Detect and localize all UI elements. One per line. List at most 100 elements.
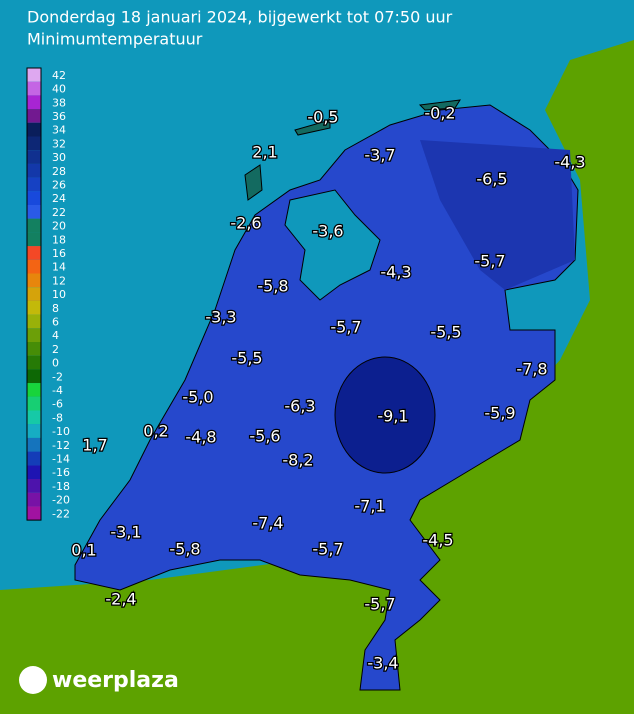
cold-region bbox=[420, 140, 575, 290]
legend-label: -12 bbox=[52, 439, 70, 452]
legend-swatch bbox=[27, 150, 41, 164]
legend-label: -2 bbox=[52, 370, 63, 383]
legend-swatch bbox=[27, 95, 41, 110]
legend-swatch bbox=[27, 287, 41, 301]
station-value: -6,5 bbox=[476, 170, 507, 189]
station-value: -4,8 bbox=[185, 428, 216, 447]
legend-label: 40 bbox=[52, 83, 66, 96]
legend-swatch bbox=[27, 396, 41, 411]
station-value: -7,1 bbox=[354, 497, 385, 516]
logo-icon bbox=[19, 666, 47, 694]
station-value: 0,2 bbox=[143, 422, 168, 441]
station-value: -3,3 bbox=[205, 308, 236, 327]
legend-label: 42 bbox=[52, 69, 66, 82]
neighbour-land bbox=[0, 40, 634, 714]
station-value: 2,1 bbox=[252, 143, 277, 162]
legend-label: 28 bbox=[52, 165, 66, 178]
legend-swatch bbox=[27, 122, 41, 137]
station-value: -5,9 bbox=[484, 404, 515, 423]
legend-swatch bbox=[27, 383, 41, 397]
legend-label: 34 bbox=[52, 124, 66, 137]
legend-swatch bbox=[27, 136, 41, 151]
legend-swatch bbox=[27, 163, 41, 178]
station-value: 0,1 bbox=[71, 541, 96, 560]
legend-swatch bbox=[27, 437, 41, 452]
coldest-region bbox=[334, 356, 436, 474]
logo: weerplaza bbox=[52, 668, 179, 693]
legend-label: -20 bbox=[52, 494, 70, 507]
subtitle: Minimumtemperatuur bbox=[27, 30, 203, 49]
legend-swatch bbox=[27, 369, 41, 384]
station-value: -3,4 bbox=[367, 654, 398, 673]
legend-label: 20 bbox=[52, 220, 66, 233]
legend-swatch bbox=[27, 314, 41, 329]
legend-swatch bbox=[27, 355, 41, 370]
station-value: -5,5 bbox=[231, 349, 262, 368]
legend-swatch bbox=[27, 218, 41, 233]
legend-swatch bbox=[27, 246, 41, 260]
station-value: -4,5 bbox=[422, 531, 453, 550]
station-value: -5,6 bbox=[249, 427, 280, 446]
legend-label: 22 bbox=[52, 206, 66, 219]
legend-swatch bbox=[27, 273, 41, 288]
station-value: -5,0 bbox=[182, 388, 213, 407]
legend-label: 10 bbox=[52, 288, 66, 301]
legend-label: 14 bbox=[52, 261, 66, 274]
station-value: -3,7 bbox=[364, 146, 395, 165]
station-value: -0,5 bbox=[307, 108, 338, 127]
station-value: -5,7 bbox=[312, 540, 343, 559]
station-value: -0,2 bbox=[424, 104, 455, 123]
title: Donderdag 18 januari 2024, bijgewerkt to… bbox=[27, 8, 453, 27]
legend-swatch bbox=[27, 232, 41, 247]
legend-label: 8 bbox=[52, 302, 59, 315]
legend-swatch bbox=[27, 81, 41, 96]
legend-label: 12 bbox=[52, 274, 66, 287]
legend-swatch bbox=[27, 492, 41, 507]
legend-label: -14 bbox=[52, 452, 70, 465]
legend-label: -22 bbox=[52, 507, 70, 520]
station-value: -8,2 bbox=[282, 451, 313, 470]
legend-swatch bbox=[27, 205, 41, 219]
islands bbox=[244, 99, 461, 201]
station-value: -7,8 bbox=[516, 360, 547, 379]
legend-label: -4 bbox=[52, 384, 63, 397]
legend-swatch bbox=[27, 424, 41, 438]
legend-swatch bbox=[27, 191, 41, 205]
legend-frame bbox=[26, 67, 42, 521]
legend-swatch bbox=[27, 451, 41, 466]
netherlands bbox=[74, 104, 579, 691]
stations: -0,5 -0,2 2,1 -3,7 -4,3 -6,5 -2,6 -3,6 -4,3 -5,7 -… bbox=[70, 102, 587, 674]
legend-swatch bbox=[27, 109, 41, 123]
legend-label: 32 bbox=[52, 137, 66, 150]
legend-swatch bbox=[27, 68, 41, 82]
station-value: -5,8 bbox=[257, 277, 288, 296]
legend-label: 2 bbox=[52, 343, 59, 356]
legend-label: 6 bbox=[52, 315, 59, 328]
legend-swatch bbox=[27, 342, 41, 356]
legend-label: -16 bbox=[52, 466, 70, 479]
station-value: -3,1 bbox=[110, 523, 141, 542]
legend-label: 18 bbox=[52, 233, 66, 246]
legend-label: 38 bbox=[52, 96, 66, 109]
station-value: -7,4 bbox=[252, 514, 283, 533]
legend-label: 24 bbox=[52, 192, 66, 205]
legend-swatch bbox=[27, 177, 41, 192]
legend-label: -18 bbox=[52, 480, 70, 493]
station-value: -4,3 bbox=[554, 153, 585, 172]
legend-swatch bbox=[27, 479, 41, 493]
legend-label: -6 bbox=[52, 398, 63, 411]
legend-label: 16 bbox=[52, 247, 66, 260]
station-value: -2,4 bbox=[105, 590, 136, 609]
station-value: -5,7 bbox=[330, 318, 361, 337]
station-value: -5,7 bbox=[474, 252, 505, 271]
station-value: -4,3 bbox=[380, 263, 411, 282]
legend-swatch bbox=[27, 259, 41, 274]
legend-swatch bbox=[27, 328, 41, 342]
legend-label: 26 bbox=[52, 178, 66, 191]
legend: 424038363432302826242220181614121086420-… bbox=[26, 67, 70, 521]
legend-swatch bbox=[27, 300, 41, 315]
legend-swatch bbox=[27, 465, 41, 479]
legend-label: -8 bbox=[52, 411, 63, 424]
legend-swatch bbox=[27, 506, 41, 521]
